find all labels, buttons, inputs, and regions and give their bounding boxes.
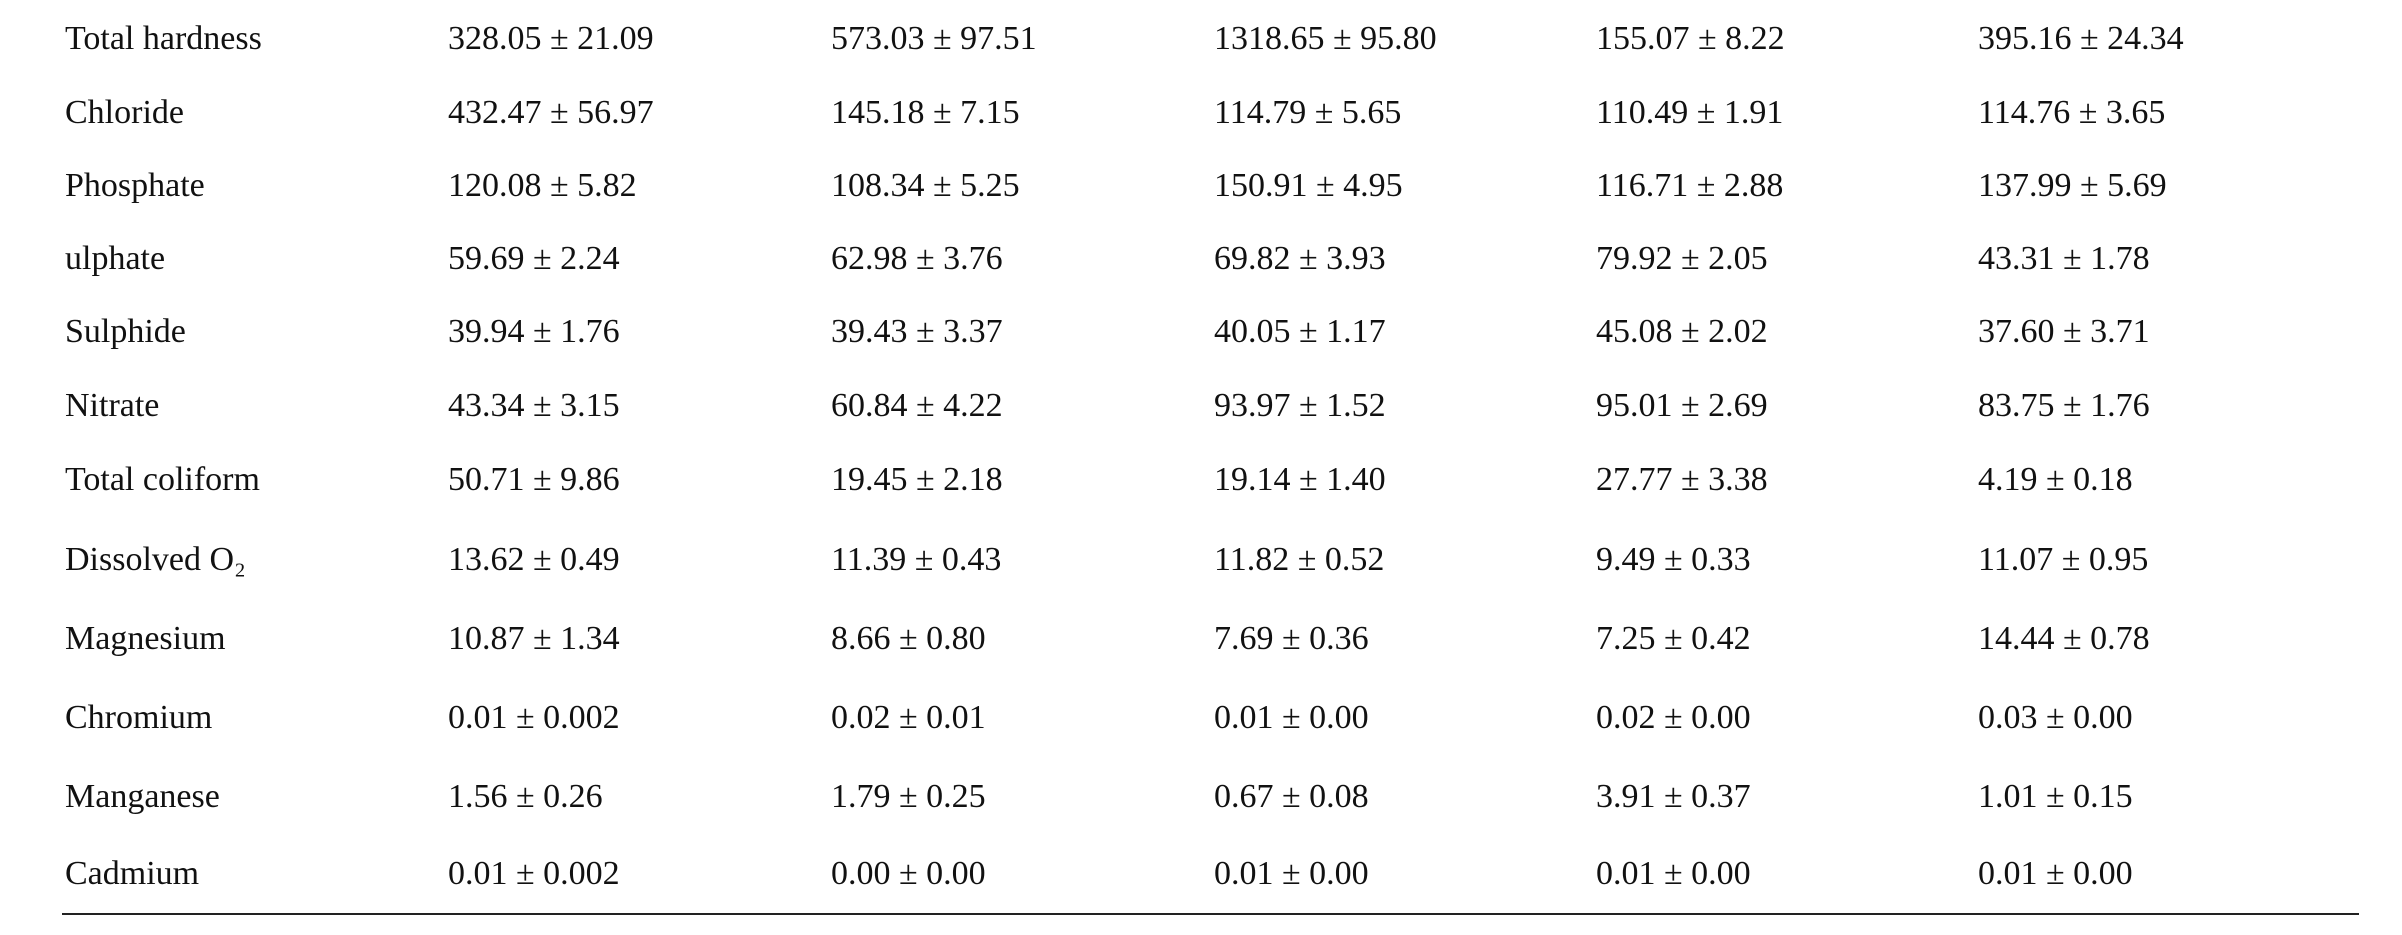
cell-value: 7.25 ± 0.42	[1596, 620, 1751, 657]
cell-value: 59.69 ± 2.24	[448, 240, 620, 277]
cell-value: 108.34 ± 5.25	[831, 167, 1020, 204]
cell-value: 145.18 ± 7.15	[831, 94, 1020, 131]
row-label: Total coliform	[65, 461, 260, 498]
cell-value: 120.08 ± 5.82	[448, 167, 637, 204]
row-label: ulphate	[65, 240, 166, 277]
cell-value: 62.98 ± 3.76	[831, 240, 1003, 277]
cell-value: 50.71 ± 9.86	[448, 461, 620, 498]
cell-value: 11.07 ± 0.95	[1978, 541, 2149, 578]
cell-value: 1.01 ± 0.15	[1978, 778, 2133, 815]
row-label: Total hardness	[65, 20, 262, 57]
cell-value: 43.34 ± 3.15	[448, 387, 620, 424]
cell-value: 150.91 ± 4.95	[1214, 167, 1403, 204]
cell-value: 0.02 ± 0.01	[831, 699, 986, 736]
bottom-rule	[62, 913, 2359, 915]
cell-value: 0.01 ± 0.00	[1978, 855, 2133, 892]
cell-value: 14.44 ± 0.78	[1978, 620, 2150, 657]
cell-value: 39.43 ± 3.37	[831, 313, 1003, 350]
cell-value: 11.82 ± 0.52	[1214, 541, 1385, 578]
row-label: Manganese	[65, 778, 220, 815]
cell-value: 95.01 ± 2.69	[1596, 387, 1768, 424]
cell-value: 0.03 ± 0.00	[1978, 699, 2133, 736]
cell-value: 7.69 ± 0.36	[1214, 620, 1369, 657]
row-label: Nitrate	[65, 387, 160, 424]
cell-value: 3.91 ± 0.37	[1596, 778, 1751, 815]
cell-value: 1.56 ± 0.26	[448, 778, 603, 815]
row-label: Phosphate	[65, 167, 205, 204]
cell-value: 60.84 ± 4.22	[831, 387, 1003, 424]
cell-value: 69.82 ± 3.93	[1214, 240, 1386, 277]
cell-value: 45.08 ± 2.02	[1596, 313, 1768, 350]
row-label: Dissolved O₂	[65, 541, 246, 578]
cell-value: 116.71 ± 2.88	[1596, 167, 1784, 204]
cell-value: 155.07 ± 8.22	[1596, 20, 1785, 57]
cell-value: 432.47 ± 56.97	[448, 94, 654, 131]
cell-value: 0.67 ± 0.08	[1214, 778, 1369, 815]
row-label: Cadmium	[65, 855, 200, 892]
cell-value: 9.49 ± 0.33	[1596, 541, 1751, 578]
cell-value: 573.03 ± 97.51	[831, 20, 1037, 57]
cell-value: 40.05 ± 1.17	[1214, 313, 1386, 350]
cell-value: 11.39 ± 0.43	[831, 541, 1002, 578]
row-label: Sulphide	[65, 313, 186, 350]
cell-value: 110.49 ± 1.91	[1596, 94, 1784, 131]
cell-value: 10.87 ± 1.34	[448, 620, 620, 657]
cell-value: 0.02 ± 0.00	[1596, 699, 1751, 736]
cell-value: 19.14 ± 1.40	[1214, 461, 1386, 498]
cell-value: 93.97 ± 1.52	[1214, 387, 1386, 424]
cell-value: 114.76 ± 3.65	[1978, 94, 2166, 131]
cell-value: 1.79 ± 0.25	[831, 778, 986, 815]
cell-value: 0.01 ± 0.00	[1214, 855, 1369, 892]
cell-value: 395.16 ± 24.34	[1978, 20, 2184, 57]
cell-value: 4.19 ± 0.18	[1978, 461, 2133, 498]
cell-value: 0.01 ± 0.002	[448, 855, 620, 892]
cell-value: 83.75 ± 1.76	[1978, 387, 2150, 424]
cell-value: 1318.65 ± 95.80	[1214, 20, 1437, 57]
row-label: Chromium	[65, 699, 213, 736]
cell-value: 27.77 ± 3.38	[1596, 461, 1768, 498]
cell-value: 13.62 ± 0.49	[448, 541, 620, 578]
cell-value: 328.05 ± 21.09	[448, 20, 654, 57]
cell-value: 39.94 ± 1.76	[448, 313, 620, 350]
cell-value: 0.01 ± 0.002	[448, 699, 620, 736]
cell-value: 0.00 ± 0.00	[831, 855, 986, 892]
cell-value: 137.99 ± 5.69	[1978, 167, 2167, 204]
cell-value: 0.01 ± 0.00	[1596, 855, 1751, 892]
cell-value: 0.01 ± 0.00	[1214, 699, 1369, 736]
cell-value: 79.92 ± 2.05	[1596, 240, 1768, 277]
cell-value: 114.79 ± 5.65	[1214, 94, 1402, 131]
cell-value: 43.31 ± 1.78	[1978, 240, 2150, 277]
row-label: Chloride	[65, 94, 184, 131]
cell-value: 37.60 ± 3.71	[1978, 313, 2150, 350]
cell-value: 19.45 ± 2.18	[831, 461, 1003, 498]
cell-value: 8.66 ± 0.80	[831, 620, 986, 657]
row-label: Magnesium	[65, 620, 226, 657]
